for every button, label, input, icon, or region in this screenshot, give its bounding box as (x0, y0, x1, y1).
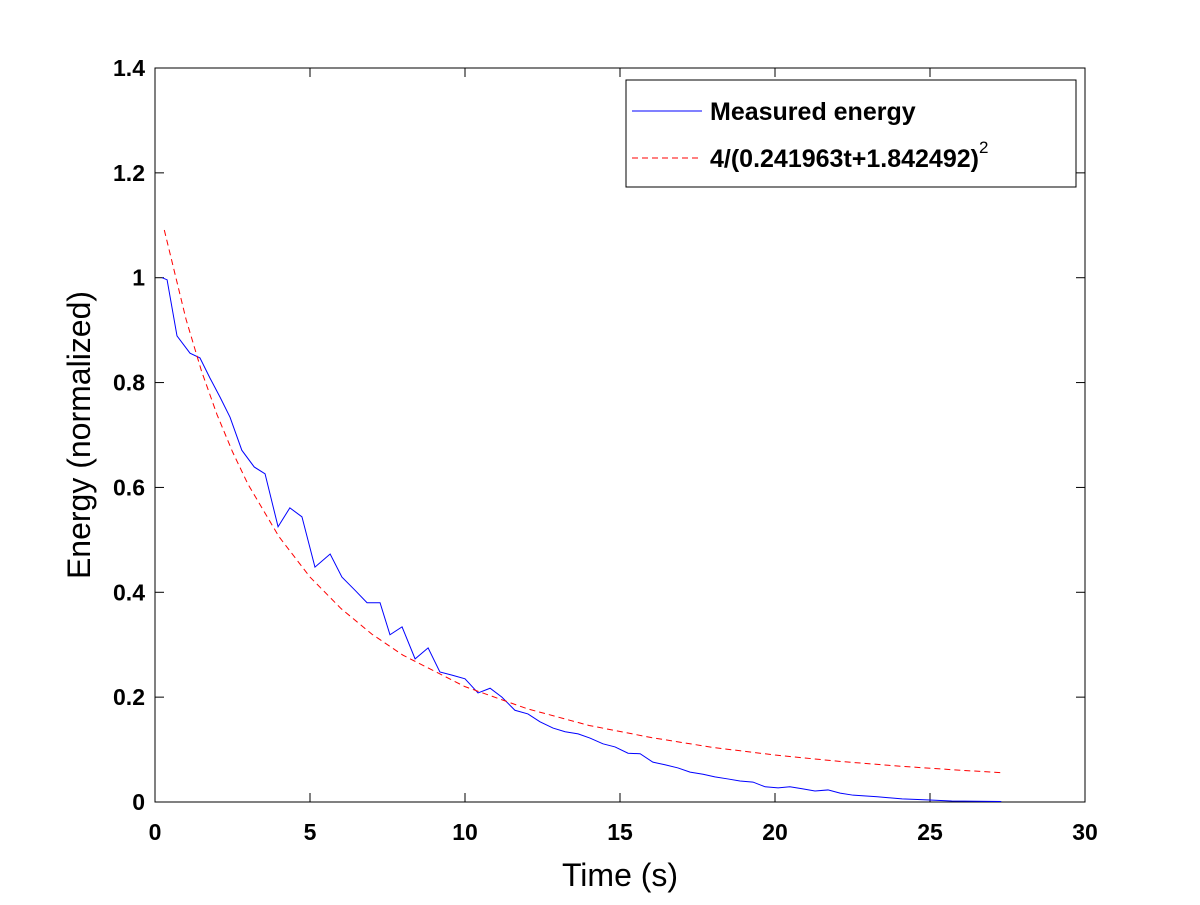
y-tick-label: 1 (132, 265, 145, 291)
legend-label: Measured energy (710, 98, 916, 126)
y-axis-label: Energy (normalized) (61, 291, 97, 579)
x-tick-label: 0 (149, 819, 162, 845)
data-line (163, 229, 1002, 774)
legend-label: 4/(0.241963t+1.842492)2 (710, 138, 988, 173)
y-tick-label: 0.6 (113, 474, 145, 500)
y-tick-label: 0.8 (113, 370, 145, 396)
x-tick-label: 5 (304, 819, 317, 845)
x-tick-label: 10 (452, 819, 478, 845)
data-line (161, 277, 1002, 802)
y-tick-label: 1.2 (113, 160, 145, 186)
x-axis-label: Time (s) (562, 857, 678, 893)
legend-box (625, 79, 1077, 188)
x-tick-label: 15 (607, 819, 633, 845)
x-tick-label: 25 (917, 819, 943, 845)
y-tick-label: 0 (132, 789, 145, 815)
y-tick-label: 1.4 (113, 55, 145, 81)
legend-label-text: Measured energy (710, 98, 916, 126)
x-tick-label: 30 (1072, 819, 1098, 845)
legend-label-text: 4/(0.241963t+1.842492) (710, 145, 979, 173)
y-tick-label: 0.4 (113, 579, 145, 605)
x-tick-label: 20 (762, 819, 788, 845)
legend-label-exponent: 2 (979, 138, 988, 157)
y-tick-label: 0.2 (113, 684, 145, 710)
